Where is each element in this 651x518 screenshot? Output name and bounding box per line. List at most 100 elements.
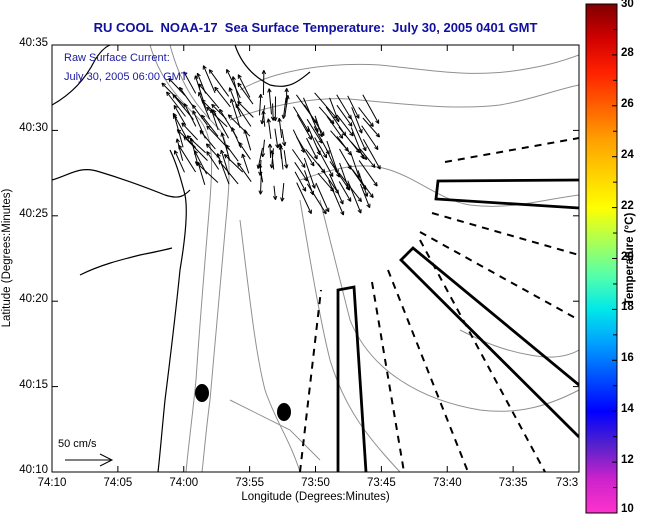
- current-vector-head: [168, 77, 173, 81]
- current-vector-head: [318, 133, 323, 138]
- current-vector: [183, 136, 208, 161]
- current-vector-head: [237, 83, 240, 88]
- current-vector-head: [348, 123, 353, 127]
- current-vector-head: [225, 144, 230, 148]
- current-vector-head: [187, 135, 192, 138]
- current-vector-head: [179, 86, 184, 90]
- current-vector-head: [220, 132, 223, 137]
- current-vector-head: [287, 95, 290, 100]
- current-vector-head: [373, 183, 378, 187]
- current-vector-head: [280, 145, 284, 150]
- current-vector-head: [235, 103, 240, 107]
- current-vector: [278, 118, 283, 139]
- current-vector: [359, 183, 371, 208]
- current-vector-head: [357, 210, 362, 214]
- current-vector-head: [197, 72, 201, 77]
- current-vector: [306, 118, 323, 144]
- y-tick-label: 40:25: [19, 207, 48, 220]
- current-vector-head: [325, 208, 330, 213]
- current-vector-head: [244, 129, 248, 134]
- y-tick-label: 40:30: [19, 122, 48, 135]
- x-tick-label: 73:55: [235, 477, 265, 489]
- current-vector: [303, 104, 325, 136]
- current-vector: [350, 141, 368, 160]
- current-vector-head: [268, 88, 272, 93]
- current-vector: [336, 94, 352, 120]
- current-vector-head: [183, 136, 188, 139]
- current-vector-head: [281, 114, 284, 119]
- current-vector-head: [199, 130, 204, 133]
- current-vector: [317, 172, 335, 192]
- current-vector-head: [318, 140, 323, 144]
- current-vector: [232, 76, 241, 104]
- current-vector-head: [283, 164, 288, 169]
- current-vector: [296, 182, 312, 214]
- current-vector-head: [232, 76, 236, 80]
- current-vector-head: [275, 144, 279, 149]
- current-vector: [362, 139, 381, 170]
- current-vector-head: [218, 160, 223, 163]
- colorbar-tick-label: 10: [621, 503, 634, 515]
- current-vector: [195, 161, 219, 183]
- current-vector: [314, 115, 323, 138]
- current-vector-head: [178, 145, 180, 150]
- current-vector-head: [375, 134, 380, 138]
- current-vector-head: [272, 116, 276, 121]
- current-vector: [284, 95, 289, 117]
- current-vector-head: [369, 124, 374, 127]
- scale-label: 50 cm/s: [58, 438, 97, 450]
- y-tick-label: 40:20: [19, 293, 48, 306]
- current-vector-head: [220, 150, 222, 155]
- current-vector-head: [278, 117, 282, 122]
- current-vector-head: [376, 166, 381, 170]
- current-vector: [262, 139, 265, 157]
- current-vector-head: [224, 154, 229, 157]
- x-tick-label: 73:50: [301, 477, 330, 489]
- current-vector-head: [176, 129, 180, 134]
- current-vector: [218, 160, 239, 185]
- current-vector-head: [217, 153, 221, 157]
- current-vector: [269, 143, 272, 159]
- transect-boxes: [336, 178, 579, 472]
- current-vector-head: [267, 118, 271, 123]
- current-vector: [230, 98, 241, 128]
- current-vector-head: [183, 103, 188, 107]
- current-vector-head: [161, 82, 164, 88]
- current-vector-head: [221, 132, 225, 137]
- current-vector-head: [223, 154, 227, 159]
- current-vector-head: [241, 153, 243, 159]
- y-tick-label: 40:15: [19, 378, 48, 391]
- current-vector-head: [219, 108, 224, 112]
- y-tick-label: 40:10: [19, 464, 48, 476]
- current-vector: [173, 105, 187, 126]
- current-vector: [235, 103, 252, 127]
- colorbar-tick-label: 24: [621, 148, 634, 161]
- current-vector-head: [168, 78, 171, 83]
- current-vector-head: [237, 101, 242, 104]
- current-vector-head: [335, 174, 340, 178]
- current-vector: [186, 135, 206, 154]
- current-vector-head: [263, 70, 267, 75]
- current-vector-head: [323, 131, 325, 136]
- current-vector-head: [175, 138, 178, 143]
- current-vector-head: [258, 93, 262, 98]
- current-vector-head: [237, 162, 242, 166]
- current-vector: [359, 148, 376, 168]
- current-vector: [226, 69, 241, 99]
- current-vector: [314, 92, 338, 119]
- current-vector: [179, 87, 195, 108]
- current-vector-head: [272, 196, 276, 200]
- current-vector: [227, 114, 251, 137]
- current-vector-head: [262, 110, 266, 115]
- current-vector: [326, 116, 344, 139]
- current-vector: [338, 126, 360, 154]
- current-vector: [183, 71, 197, 94]
- x-tick-label: 74:05: [103, 477, 133, 489]
- current-vector-head: [209, 69, 214, 73]
- current-vector-head: [286, 164, 289, 169]
- current-vector-head: [351, 131, 354, 136]
- current-vector: [198, 83, 220, 109]
- current-vector: [306, 137, 318, 160]
- colorbar-tick-label: 26: [621, 97, 634, 110]
- current-vector: [237, 74, 251, 98]
